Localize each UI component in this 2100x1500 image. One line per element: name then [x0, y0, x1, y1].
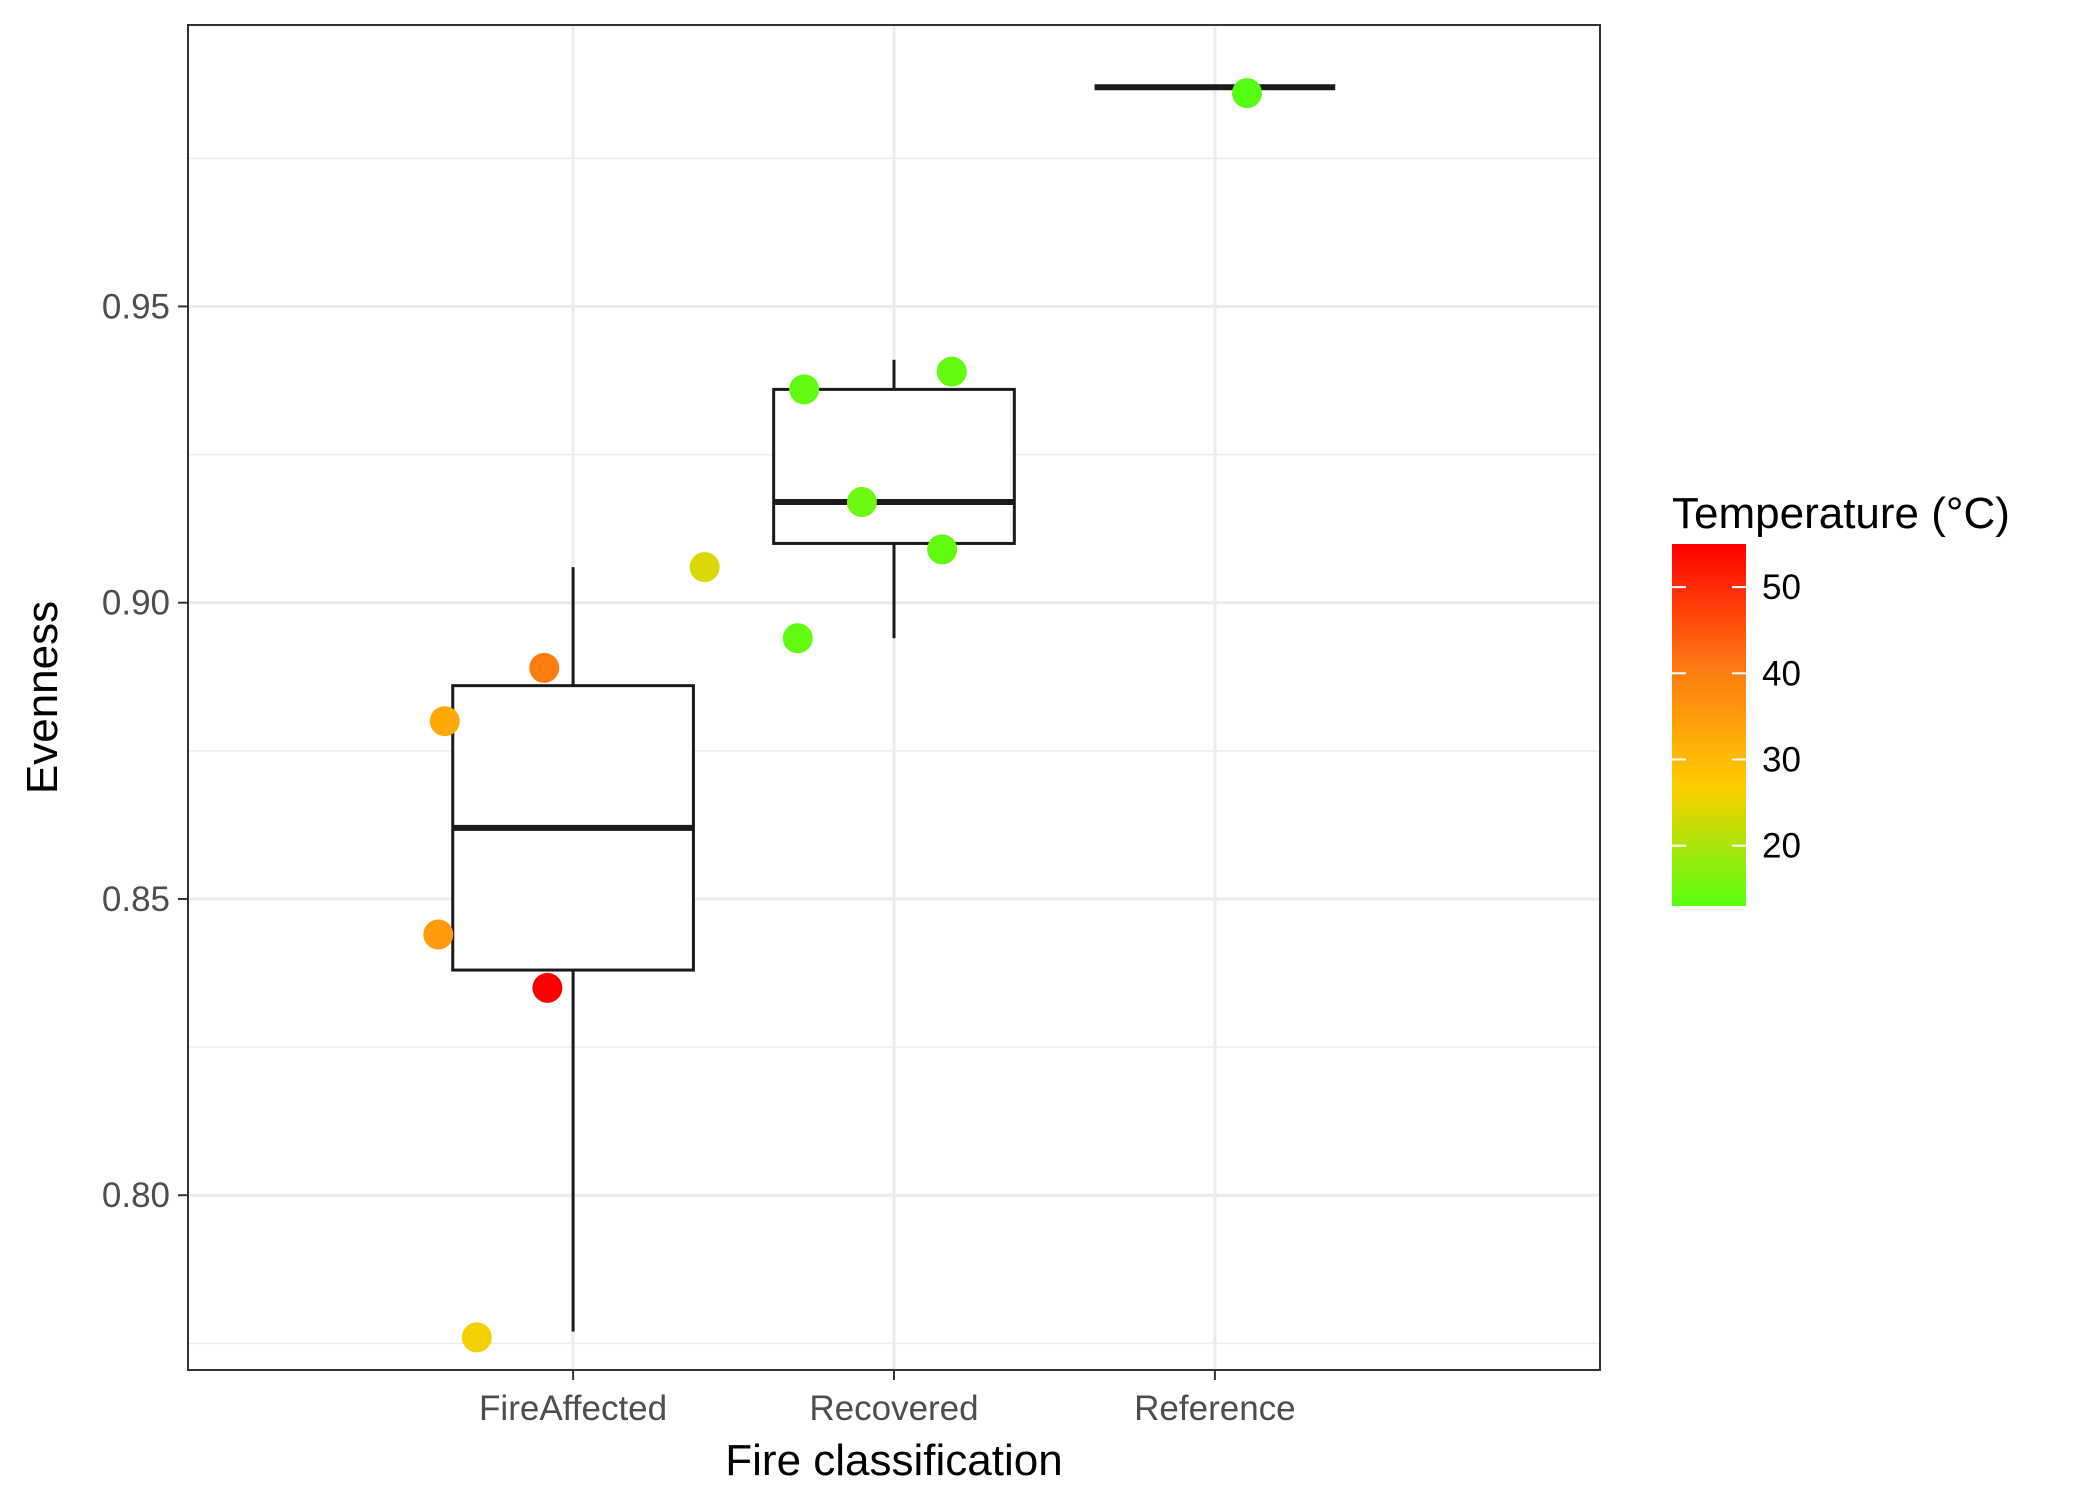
- boxplot-fireaffected: [451, 567, 695, 1332]
- legend-title: Temperature (°C): [1672, 489, 2010, 538]
- legend: Temperature (°C) 20 30 40 50: [1672, 489, 2010, 906]
- y-tick-label: 0.90: [102, 584, 170, 623]
- y-tick-label: 0.95: [102, 287, 170, 326]
- x-axis-title: Fire classification: [725, 1436, 1062, 1485]
- grid: [188, 25, 1600, 1370]
- y-tick-label: 0.85: [102, 880, 170, 919]
- axes: 0.80 0.85 0.90 0.95 FireAffected Recovered Ref…: [102, 287, 1296, 1428]
- y-tick-label: 0.80: [102, 1176, 170, 1215]
- legend-label: 40: [1762, 654, 1801, 693]
- data-point: [846, 486, 877, 517]
- legend-label: 20: [1762, 827, 1801, 866]
- boxplots: [451, 84, 1336, 1332]
- data-points: [423, 78, 1262, 1353]
- data-point: [423, 919, 454, 950]
- y-axis-title: Evenness: [18, 601, 67, 794]
- boxplot-recovered: [772, 359, 1016, 639]
- x-tick-label: Recovered: [809, 1389, 978, 1428]
- data-point: [789, 374, 820, 405]
- data-point: [927, 534, 958, 565]
- legend-label: 50: [1762, 568, 1801, 607]
- data-point: [1232, 78, 1262, 109]
- data-point: [532, 972, 563, 1003]
- data-point: [782, 623, 813, 654]
- legend-colorbar: [1672, 544, 1746, 906]
- data-point: [689, 552, 720, 583]
- data-point: [429, 706, 460, 737]
- data-point: [936, 356, 967, 387]
- legend-label: 30: [1762, 740, 1801, 779]
- box: [772, 387, 1016, 545]
- x-tick-label: Reference: [1134, 1389, 1295, 1428]
- data-point: [529, 652, 560, 683]
- x-tick-label: FireAffected: [479, 1389, 667, 1428]
- data-point: [461, 1322, 492, 1353]
